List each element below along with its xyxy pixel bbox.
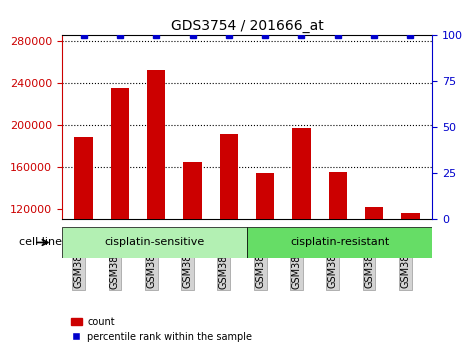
Bar [256,173,274,219]
Bar [365,207,383,219]
FancyBboxPatch shape [247,227,432,258]
Text: cisplatin-sensitive: cisplatin-sensitive [104,238,205,247]
Bar [183,162,201,219]
Bar [293,128,311,219]
Text: cisplatin-resistant: cisplatin-resistant [290,238,389,247]
Text: cell line: cell line [19,238,62,247]
Title: GDS3754 / 201666_at: GDS3754 / 201666_at [171,19,323,33]
Bar [75,137,93,219]
Bar [401,213,419,219]
Legend: count, percentile rank within the sample: count, percentile rank within the sample [66,313,256,346]
Bar [147,70,165,219]
FancyBboxPatch shape [62,227,247,258]
Bar [329,172,347,219]
Bar [111,88,129,219]
Bar [220,134,238,219]
